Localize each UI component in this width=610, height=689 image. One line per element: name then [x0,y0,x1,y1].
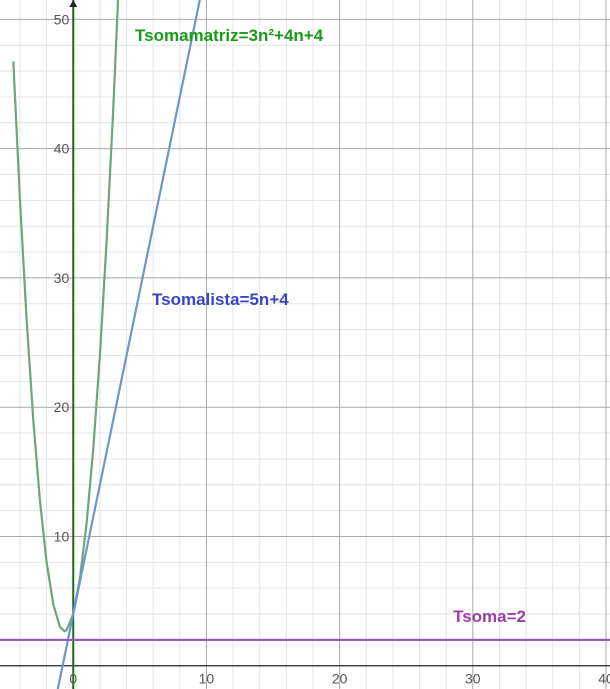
y-tick-label: 10 [54,528,70,544]
series-line-0 [12,0,120,633]
annotation-label: Tsoma=2 [453,607,526,626]
annotation-label: Tsomalista=5n+4 [152,290,289,309]
y-axis-arrow [69,0,78,7]
annotation-label: Tsomamatriz=3n²+4n+4 [135,26,324,45]
x-tick-label: 20 [332,671,348,687]
y-tick-label: 20 [54,399,70,415]
y-tick-label: 40 [54,141,70,157]
tick-labels: 0 10 20 30 40 10 20 30 40 50 [54,11,610,686]
annotations: Tsomamatriz=3n²+4n+4 Tsomalista=5n+4 Tsoma… [135,26,526,626]
x-tick-label: 10 [199,671,215,687]
series-line-1 [56,0,201,689]
y-tick-label: 50 [54,11,70,27]
x-tick-label: 30 [465,671,481,687]
x-tick-label: 40 [598,671,610,687]
y-tick-label: 30 [54,270,70,286]
x-tick-label: 0 [69,671,77,687]
